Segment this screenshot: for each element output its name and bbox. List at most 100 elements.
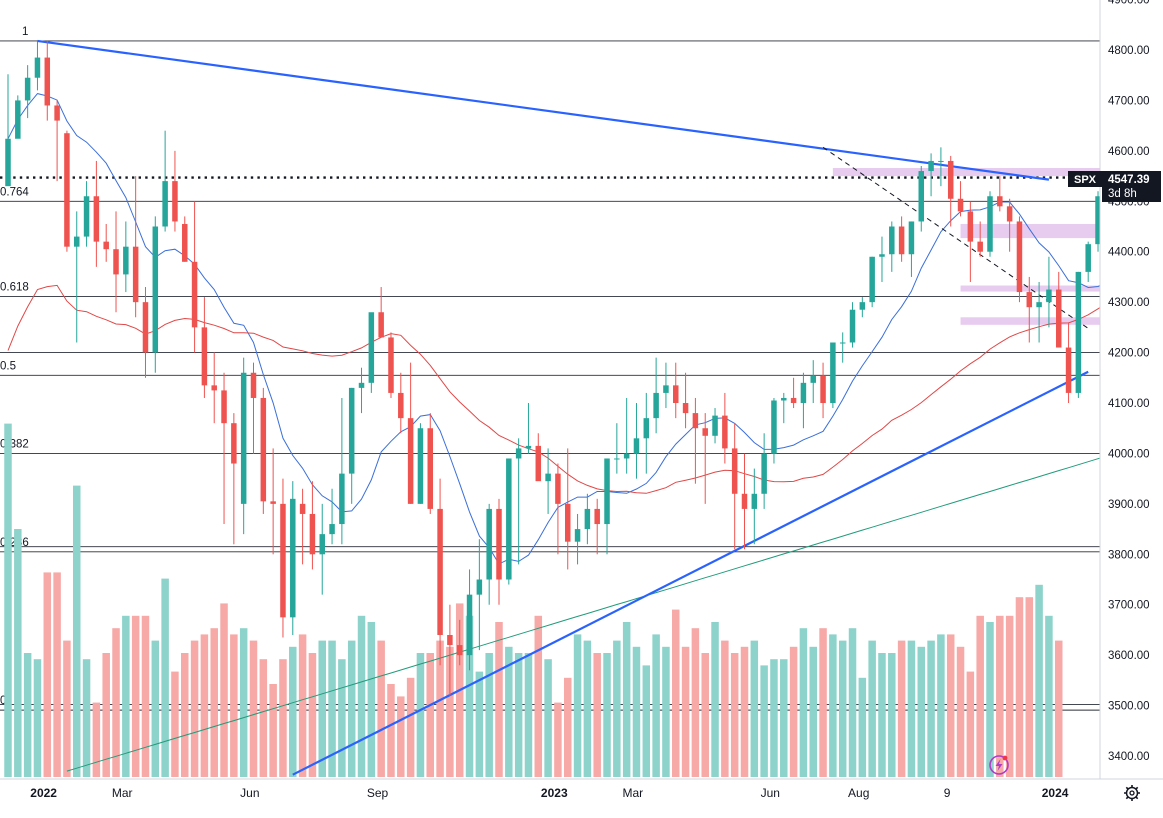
candle-body xyxy=(339,473,345,525)
volume-bar xyxy=(406,677,415,777)
volume-bar xyxy=(544,659,552,777)
candle-body xyxy=(211,385,217,391)
volume-bar xyxy=(446,646,454,777)
price-tick-label: 3700.00 xyxy=(1108,600,1150,612)
candle-body xyxy=(44,57,51,106)
volume-bar xyxy=(937,634,945,777)
gear-icon[interactable] xyxy=(1124,785,1140,801)
volume-bar xyxy=(514,653,523,777)
candle-body xyxy=(869,256,875,303)
volume-bar xyxy=(672,609,680,777)
volume-bar xyxy=(897,640,906,777)
candle-body xyxy=(1046,289,1052,303)
candle-body xyxy=(15,100,21,139)
volume-bar xyxy=(1045,615,1053,777)
candle-body xyxy=(5,138,11,187)
supply-zone xyxy=(832,168,1100,177)
price-axis[interactable]: 3400.00 3500.00 3600.00 3700.00 3800.00 3900.… xyxy=(1099,0,1163,818)
volume-bar xyxy=(534,615,543,777)
volume-bars xyxy=(4,423,1063,777)
price-tick-label: 4600.00 xyxy=(1108,146,1150,158)
candle-body xyxy=(594,508,600,525)
candle-body xyxy=(456,645,463,656)
candle-body xyxy=(947,160,954,199)
ma-40-line xyxy=(7,284,1109,494)
candle-body xyxy=(928,160,934,172)
candle-body xyxy=(113,249,119,275)
candle-body xyxy=(1075,271,1082,393)
time-tick-label: Mar xyxy=(112,786,133,800)
candle-body xyxy=(702,428,708,436)
candle-body xyxy=(309,513,316,555)
volume-bar xyxy=(14,529,22,777)
volume-bar xyxy=(387,684,395,777)
candle-body xyxy=(132,246,139,303)
fib-level-label: 0 xyxy=(0,695,6,707)
volume-bar xyxy=(338,659,346,777)
volume-bar xyxy=(4,423,12,777)
volume-bar xyxy=(721,640,729,777)
candle-body xyxy=(918,171,925,222)
candle-body xyxy=(103,241,109,250)
time-tick-label: Aug xyxy=(848,786,869,800)
volume-bar xyxy=(701,653,709,777)
volume-bar xyxy=(308,653,317,777)
volume-bar xyxy=(505,646,513,777)
volume-bar xyxy=(966,671,975,777)
candle-body xyxy=(643,418,650,439)
price-tick-label: 4000.00 xyxy=(1108,448,1150,460)
volume-bar xyxy=(888,653,896,777)
candle-body xyxy=(1036,302,1042,308)
candle-body xyxy=(741,493,748,509)
volume-bar xyxy=(43,572,52,777)
volume-bar xyxy=(603,653,611,777)
candle-body xyxy=(722,415,728,449)
volume-bar xyxy=(956,646,965,777)
trendline-support xyxy=(292,370,1089,776)
volume-bar xyxy=(789,646,798,777)
candle-body xyxy=(123,246,129,275)
candle-body xyxy=(830,342,836,404)
candle-body xyxy=(1055,289,1062,348)
volume-bar xyxy=(524,653,533,777)
candle-body xyxy=(73,236,80,247)
time-tick-label: Jun xyxy=(240,786,259,800)
time-tick-label: Mar xyxy=(623,786,644,800)
volume-bar xyxy=(838,640,847,777)
volume-bar xyxy=(809,646,817,777)
volume-bar xyxy=(63,640,71,777)
candle-body xyxy=(83,196,90,237)
candle-body xyxy=(859,302,866,310)
volume-bar xyxy=(210,628,218,777)
candle-body xyxy=(93,196,100,242)
volume-bar xyxy=(122,615,130,777)
candle-body xyxy=(329,524,335,535)
candle-body xyxy=(162,181,168,227)
ma-200-line xyxy=(66,455,1108,772)
volume-bar xyxy=(868,640,876,777)
candle-body xyxy=(682,403,689,414)
time-axis[interactable]: 2022 Mar Jun Sep 2023 Mar Jun Aug 9 2024 xyxy=(0,778,1163,818)
volume-bar xyxy=(927,640,935,777)
candle-body xyxy=(54,105,60,121)
candle-body xyxy=(898,226,905,255)
candle-body xyxy=(388,337,394,393)
volume-bar xyxy=(946,634,955,777)
volume-bar xyxy=(563,677,572,777)
candle-body xyxy=(771,400,777,454)
candle-body xyxy=(260,397,267,502)
candle-body xyxy=(584,508,591,530)
volume-bar xyxy=(878,653,886,777)
candle-body xyxy=(221,390,227,424)
time-tick-label: Sep xyxy=(367,786,389,800)
volume-bar xyxy=(190,640,199,777)
volume-bar xyxy=(249,640,258,777)
candle-body xyxy=(879,254,885,257)
candle-body xyxy=(142,302,149,353)
candle-body xyxy=(614,458,620,460)
candle-body xyxy=(319,534,325,555)
candle-body xyxy=(348,387,355,474)
volume-bar xyxy=(819,628,827,777)
lightning-icon[interactable] xyxy=(989,755,1009,775)
